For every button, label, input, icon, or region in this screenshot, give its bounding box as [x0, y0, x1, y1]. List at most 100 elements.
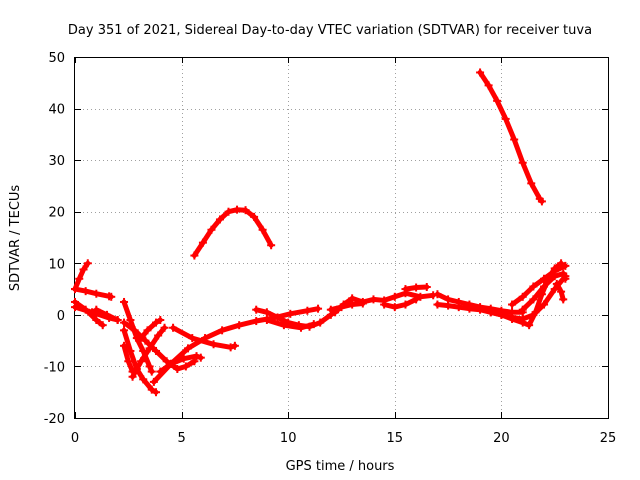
data-point — [267, 241, 276, 250]
data-point — [137, 357, 146, 366]
x-tick-label: 0 — [71, 431, 79, 446]
x-tick-label: 25 — [600, 431, 617, 446]
data-point — [196, 353, 205, 362]
data-point — [198, 238, 207, 247]
data-point — [250, 212, 259, 221]
data-point — [209, 340, 218, 349]
data-point — [145, 344, 154, 353]
y-tick-label: 40 — [48, 103, 65, 118]
data-point — [252, 305, 261, 314]
data-point — [412, 295, 421, 304]
data-point — [235, 321, 244, 330]
data-point — [152, 388, 161, 397]
data-point — [286, 309, 295, 318]
data-point — [218, 326, 227, 335]
data-point — [241, 206, 250, 215]
data-point — [230, 341, 239, 350]
data-point — [486, 308, 495, 317]
y-tick-label: 50 — [48, 51, 65, 66]
data-point — [454, 303, 463, 312]
data-point — [139, 375, 148, 384]
data-point — [296, 323, 305, 332]
data-point — [508, 300, 517, 309]
data-point — [152, 346, 161, 355]
plot-frame — [74, 57, 609, 419]
data-point — [71, 285, 79, 294]
data-point — [98, 321, 107, 330]
data-point — [518, 305, 527, 314]
data-point — [183, 344, 192, 353]
data-point — [71, 303, 79, 312]
data-point — [525, 321, 534, 330]
data-point — [120, 341, 129, 350]
data-point — [401, 300, 410, 309]
series-arc-15 — [191, 207, 274, 258]
data-point — [79, 265, 88, 274]
data-point — [192, 352, 201, 361]
data-point — [314, 304, 323, 313]
data-point — [433, 290, 442, 299]
data-point — [143, 326, 152, 335]
data-point — [416, 292, 425, 301]
data-point — [422, 283, 431, 292]
data-point — [561, 274, 570, 283]
data-point — [518, 292, 527, 301]
y-tick-label: 10 — [48, 257, 65, 272]
data-point — [279, 321, 288, 330]
data-point — [226, 343, 235, 352]
data-point — [508, 313, 517, 322]
chart-title: Day 351 of 2021, Sidereal Day-to-day VTE… — [68, 23, 592, 38]
data-series — [71, 68, 570, 397]
y-tick-label: -10 — [44, 360, 65, 375]
data-point — [233, 205, 242, 214]
series-arc-17 — [264, 317, 317, 331]
data-point — [224, 207, 233, 216]
data-point — [476, 305, 485, 314]
x-tick-label: 10 — [280, 431, 297, 446]
data-point — [145, 362, 154, 371]
data-point — [540, 282, 549, 291]
data-point — [559, 295, 568, 304]
data-point — [262, 308, 271, 317]
data-point — [190, 251, 199, 260]
data-point — [188, 334, 197, 343]
data-point — [348, 300, 357, 309]
data-point — [102, 310, 111, 319]
data-point — [92, 316, 101, 325]
data-point — [83, 259, 92, 268]
data-point — [529, 282, 538, 291]
data-point — [465, 304, 474, 313]
data-point — [154, 331, 163, 340]
data-point — [390, 292, 399, 301]
data-point — [147, 385, 156, 394]
data-point — [120, 326, 129, 335]
data-point — [529, 295, 538, 304]
series-arc-19 — [328, 301, 366, 313]
data-point — [126, 316, 135, 325]
y-axis-label: SDTVAR / TECUs — [8, 185, 23, 292]
data-point — [113, 316, 122, 325]
data-point — [369, 295, 378, 304]
data-point — [120, 297, 129, 306]
data-point — [88, 308, 97, 317]
data-point — [529, 310, 538, 319]
data-point — [152, 318, 161, 327]
data-point — [358, 299, 367, 308]
series-arc-3 — [72, 299, 106, 328]
data-point — [252, 317, 261, 326]
data-point — [258, 225, 267, 234]
data-point — [166, 359, 175, 368]
data-point — [433, 300, 442, 309]
data-point — [540, 274, 549, 283]
data-point — [444, 301, 453, 310]
x-tick-label: 5 — [177, 431, 185, 446]
data-point — [540, 300, 549, 309]
data-point — [380, 300, 389, 309]
y-tick-label: -20 — [44, 412, 65, 427]
data-point — [207, 225, 216, 234]
data-point — [128, 372, 137, 381]
data-point — [215, 215, 224, 224]
series-arc-20 — [381, 296, 419, 310]
